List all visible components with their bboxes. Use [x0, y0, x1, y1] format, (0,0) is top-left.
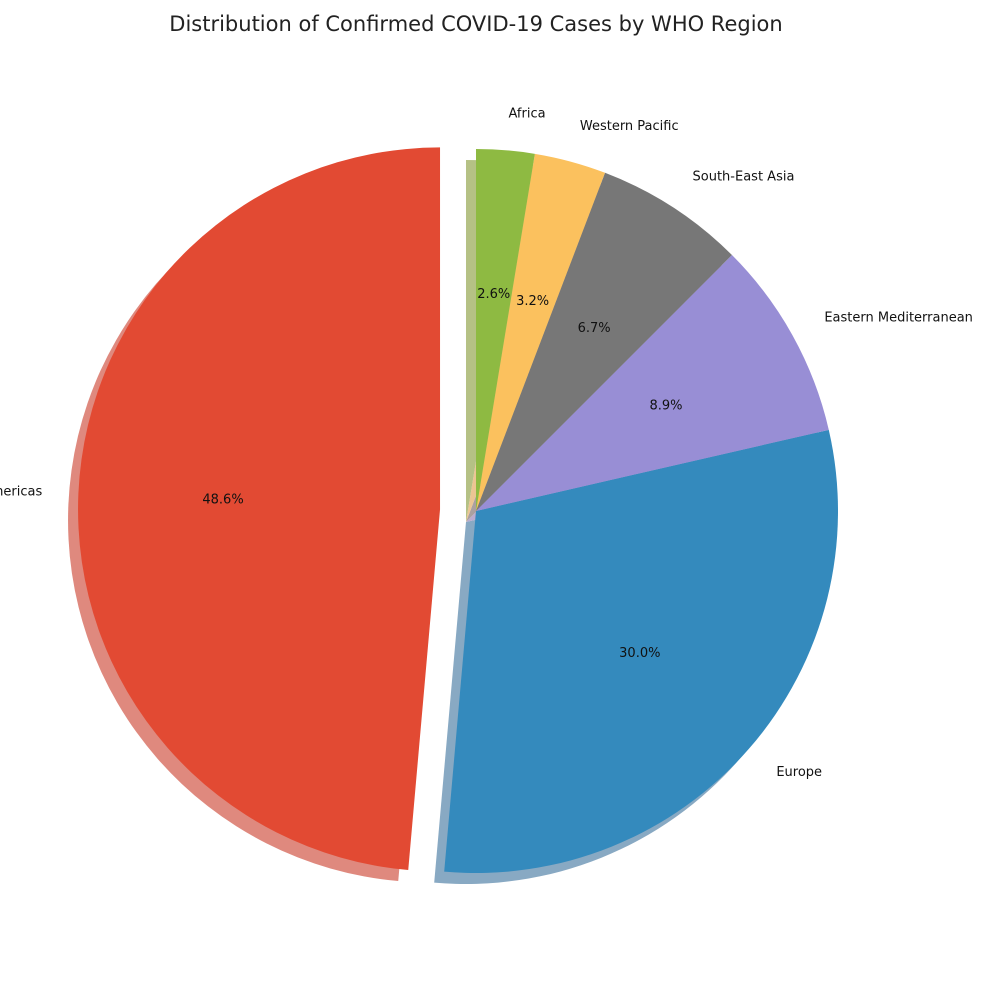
pie-slice-americas: [78, 147, 441, 871]
slice-label-south-east-asia: South-East Asia: [693, 169, 795, 184]
slice-label-europe: Europe: [776, 765, 822, 780]
slice-layer: [78, 147, 839, 873]
pct-label-europe: 30.0%: [619, 646, 660, 661]
slice-label-western-pacific: Western Pacific: [580, 119, 679, 134]
label-layer: Americas 48.6% Europe 30.0% Eastern Mediterr…: [0, 107, 973, 780]
pie-slice-europe: [444, 429, 839, 873]
pie-slice-western-pacific: [476, 153, 606, 511]
pie-slice-south-east-asia: [476, 172, 732, 511]
pct-label-western-pacific: 3.2%: [516, 294, 549, 309]
slice-label-eastern-mediterranean: Eastern Mediterranean: [824, 311, 973, 326]
chart-title: Distribution of Confirmed COVID-19 Cases…: [169, 12, 782, 36]
pct-label-south-east-asia: 6.7%: [578, 321, 611, 336]
slice-label-americas: Americas: [0, 484, 42, 499]
pct-label-americas: 48.6%: [202, 492, 243, 507]
pie-slice-africa: [476, 149, 535, 511]
pie-slice-eastern-mediterranean: [476, 255, 829, 511]
slice-label-africa: Africa: [508, 107, 545, 122]
pct-label-africa: 2.6%: [477, 287, 510, 302]
pct-label-eastern-mediterranean: 8.9%: [649, 398, 682, 413]
